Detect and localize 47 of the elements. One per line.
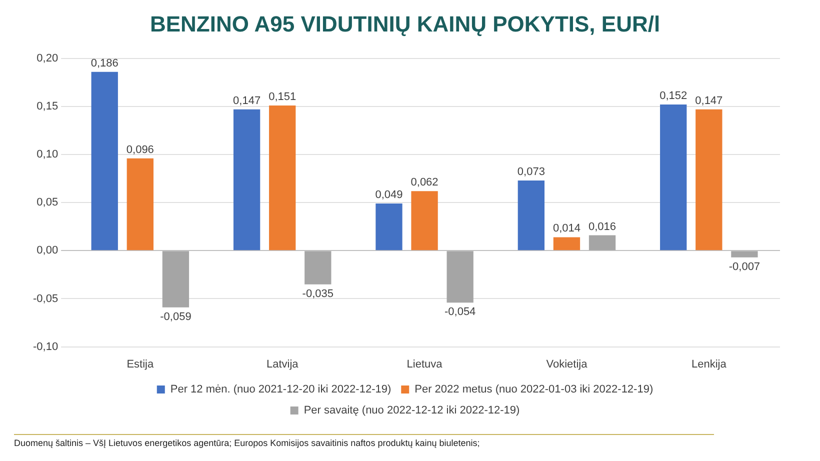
bar — [518, 180, 545, 250]
bar — [162, 251, 190, 308]
data-label: 0,147 — [695, 94, 723, 107]
y-tick-label: 0,10 — [36, 148, 58, 161]
bar — [660, 104, 687, 250]
y-tick-label: 0,05 — [36, 196, 58, 209]
x-tick-label: Lenkija — [691, 358, 728, 370]
bar — [233, 109, 260, 250]
data-label: 0,073 — [517, 166, 545, 178]
y-tick-label: 0,15 — [36, 100, 58, 112]
bar — [553, 237, 580, 250]
bar — [446, 251, 474, 303]
x-tick-label: Latvija — [266, 358, 300, 370]
x-tick-label: Vokietija — [546, 358, 588, 370]
chart-title: BENZINO A95 VIDUTINIŲ KAINŲ POKYTIS, EUR/l — [150, 11, 660, 36]
y-tick-label: 0,20 — [36, 52, 58, 64]
data-label: 0,062 — [410, 176, 438, 189]
y-tick-label: 0,00 — [36, 244, 58, 257]
bar — [304, 251, 332, 284]
y-tick-label: -0,05 — [32, 292, 58, 305]
data-label: -0,007 — [728, 260, 760, 273]
data-label: 0,014 — [552, 222, 580, 235]
legend-label: Per 2022 metus (nuo 2022-01-03 iki 2022-12-19) — [414, 384, 654, 396]
data-label: 0,016 — [588, 220, 616, 233]
legend-label: Per savaitę (nuo 2022-12-12 iki 2022-12-19) — [304, 404, 520, 417]
bar — [269, 106, 296, 250]
data-label: 0,152 — [660, 90, 688, 102]
bar — [91, 72, 118, 250]
data-label: 0,096 — [126, 144, 154, 156]
legend-label: Per 12 mėn. (nuo 2021-12-20 iki 2022-12-19) — [170, 384, 392, 396]
data-label: 0,049 — [375, 189, 403, 202]
y-tick-label: -0,10 — [32, 340, 58, 353]
x-tick-label: Estija — [126, 358, 154, 370]
data-label: 0,186 — [90, 57, 118, 70]
data-label: -0,035 — [302, 288, 334, 300]
bar — [696, 109, 722, 250]
bar — [376, 204, 402, 250]
data-label: 0,151 — [268, 91, 296, 104]
bar — [126, 158, 154, 250]
text: Duomenų šaltinis – VšĮ Lietuvos energetikos agentūra; Europos Komisijos savaitinis naftos produktų kainų biuletenis; — [14, 434, 714, 448]
data-label: -0,059 — [160, 310, 192, 323]
data-label: -0,054 — [444, 306, 476, 318]
bar — [411, 191, 438, 250]
bar — [731, 251, 758, 258]
data-label: 0,147 — [233, 94, 261, 107]
bar — [588, 235, 616, 250]
x-tick-label: Lietuva — [406, 358, 444, 370]
